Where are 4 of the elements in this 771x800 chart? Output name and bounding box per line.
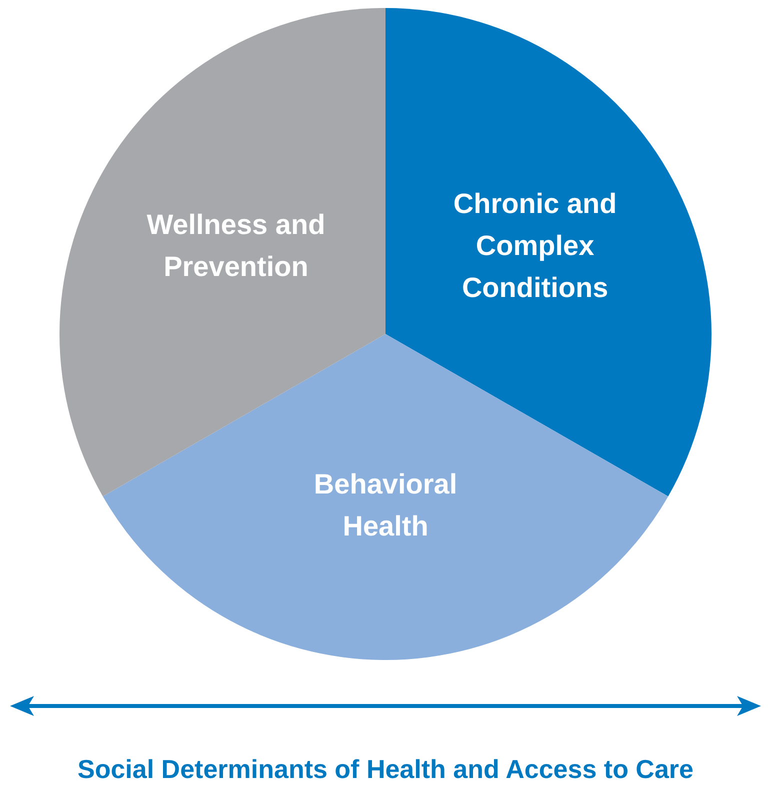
text: Social Determinants of Health and Access to Care [76,754,694,785]
slice-label: Chronic and Complex Conditions [453,188,617,304]
slice-label: Wellness and Prevention [146,209,326,282]
slice-label: Behavioral Health [314,468,458,542]
